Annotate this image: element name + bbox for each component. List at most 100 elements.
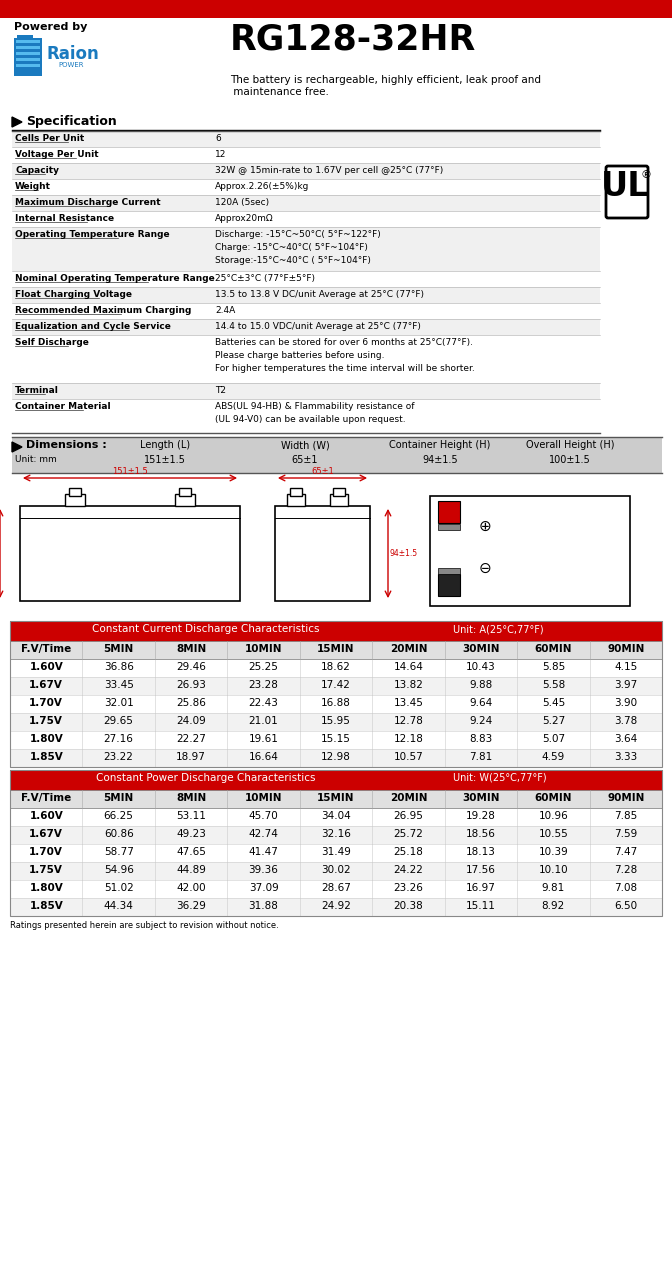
Text: 10.57: 10.57 <box>394 751 423 762</box>
Text: 60MIN: 60MIN <box>535 644 572 654</box>
Text: 18.62: 18.62 <box>321 662 351 672</box>
Text: 22.27: 22.27 <box>176 733 206 744</box>
Text: 23.26: 23.26 <box>394 883 423 893</box>
Bar <box>16 52 40 55</box>
Text: 32.16: 32.16 <box>321 829 351 838</box>
Bar <box>12 303 600 319</box>
Text: 29.46: 29.46 <box>176 662 206 672</box>
Text: 4.15: 4.15 <box>614 662 638 672</box>
Text: Specification: Specification <box>26 115 117 128</box>
Text: Dimensions :: Dimensions : <box>26 440 107 451</box>
Bar <box>16 58 40 61</box>
Text: Terminal: Terminal <box>15 387 59 396</box>
Bar <box>12 383 600 399</box>
Text: 12.98: 12.98 <box>321 751 351 762</box>
Text: UL: UL <box>601 170 649 204</box>
Text: 5.07: 5.07 <box>542 733 565 744</box>
Bar <box>10 790 662 808</box>
Bar <box>12 131 600 147</box>
Text: Container Material: Container Material <box>15 402 111 411</box>
Bar <box>10 899 662 916</box>
Text: 25.86: 25.86 <box>176 698 206 708</box>
Text: Approx.2.26(±5%)kg: Approx.2.26(±5%)kg <box>215 182 309 191</box>
Text: 15.15: 15.15 <box>321 733 351 744</box>
Text: 5.85: 5.85 <box>542 662 565 672</box>
Text: 1.75V: 1.75V <box>30 865 63 876</box>
Bar <box>330 494 348 506</box>
Text: 65±1: 65±1 <box>292 454 319 465</box>
Text: Raion: Raion <box>46 45 99 63</box>
Text: 44.89: 44.89 <box>176 865 206 876</box>
Text: 4.59: 4.59 <box>542 751 565 762</box>
Text: (UL 94-V0) can be available upon request.: (UL 94-V0) can be available upon request… <box>215 415 406 424</box>
Bar <box>333 488 345 495</box>
Bar <box>0 0 672 18</box>
Text: 53.11: 53.11 <box>176 812 206 820</box>
Text: 10.96: 10.96 <box>538 812 569 820</box>
Text: 39.36: 39.36 <box>249 865 278 876</box>
Bar <box>69 488 81 495</box>
Text: 10.39: 10.39 <box>538 847 569 858</box>
Bar <box>438 500 460 524</box>
Text: T2: T2 <box>215 387 226 396</box>
Bar <box>430 495 630 605</box>
Text: 30MIN: 30MIN <box>462 644 500 654</box>
Bar <box>12 399 600 433</box>
Text: 12: 12 <box>215 150 226 159</box>
Text: 26.93: 26.93 <box>176 680 206 690</box>
Text: 25°C±3°C (77°F±5°F): 25°C±3°C (77°F±5°F) <box>215 274 315 283</box>
Text: 30.02: 30.02 <box>321 865 351 876</box>
Text: 16.64: 16.64 <box>249 751 278 762</box>
Text: Charge: -15°C~40°C( 5°F~104°F): Charge: -15°C~40°C( 5°F~104°F) <box>215 243 368 252</box>
Text: Internal Resistance: Internal Resistance <box>15 214 114 223</box>
Text: ⊕: ⊕ <box>478 518 491 534</box>
Text: Maximum Discharge Current: Maximum Discharge Current <box>15 198 161 207</box>
Polygon shape <box>12 442 22 452</box>
Bar <box>10 659 662 677</box>
Bar <box>12 335 600 383</box>
Text: 14.64: 14.64 <box>394 662 423 672</box>
Text: F.V/Time: F.V/Time <box>21 794 71 803</box>
Text: 1.70V: 1.70V <box>30 698 63 708</box>
Text: 3.90: 3.90 <box>614 698 637 708</box>
Text: ®: ® <box>641 170 652 180</box>
Text: Powered by: Powered by <box>14 22 87 32</box>
Bar <box>179 488 191 495</box>
Text: Operating Temperature Range: Operating Temperature Range <box>15 230 169 239</box>
Text: 7.59: 7.59 <box>614 829 638 838</box>
Text: 1.67V: 1.67V <box>30 829 63 838</box>
Text: 94±1.5: 94±1.5 <box>390 549 418 558</box>
Text: Weight: Weight <box>15 182 51 191</box>
Text: Float Charging Voltage: Float Charging Voltage <box>15 291 132 300</box>
Text: 32.01: 32.01 <box>103 698 134 708</box>
Bar <box>10 826 662 844</box>
Bar <box>12 436 662 474</box>
Text: ABS(UL 94-HB) & Flammability resistance of: ABS(UL 94-HB) & Flammability resistance … <box>215 402 415 411</box>
Text: 8MIN: 8MIN <box>176 644 206 654</box>
Text: Batteries can be stored for over 6 months at 25°C(77°F).: Batteries can be stored for over 6 month… <box>215 338 473 347</box>
Text: RG128-32HR: RG128-32HR <box>230 22 476 56</box>
Text: 16.97: 16.97 <box>466 883 496 893</box>
Text: 19.61: 19.61 <box>249 733 278 744</box>
Text: Constant Power Discharge Characteristics: Constant Power Discharge Characteristics <box>96 773 315 783</box>
Bar <box>10 749 662 767</box>
Bar <box>12 319 600 335</box>
Text: 47.65: 47.65 <box>176 847 206 858</box>
Bar <box>12 163 600 179</box>
Text: 13.82: 13.82 <box>394 680 423 690</box>
Bar <box>12 211 600 227</box>
Bar <box>438 568 460 573</box>
Text: 7.85: 7.85 <box>614 812 638 820</box>
Text: 25.72: 25.72 <box>394 829 423 838</box>
Text: 6.50: 6.50 <box>614 901 637 911</box>
Text: POWER: POWER <box>58 61 83 68</box>
Text: 12.78: 12.78 <box>394 716 423 726</box>
Bar <box>275 506 370 602</box>
Text: Voltage Per Unit: Voltage Per Unit <box>15 150 99 159</box>
Text: Approx20mΩ: Approx20mΩ <box>215 214 274 223</box>
Text: 9.64: 9.64 <box>469 698 493 708</box>
Text: 33.45: 33.45 <box>103 680 134 690</box>
Text: Equalization and Cycle Service: Equalization and Cycle Service <box>15 323 171 332</box>
Text: 24.09: 24.09 <box>176 716 206 726</box>
Text: 7.08: 7.08 <box>614 883 637 893</box>
